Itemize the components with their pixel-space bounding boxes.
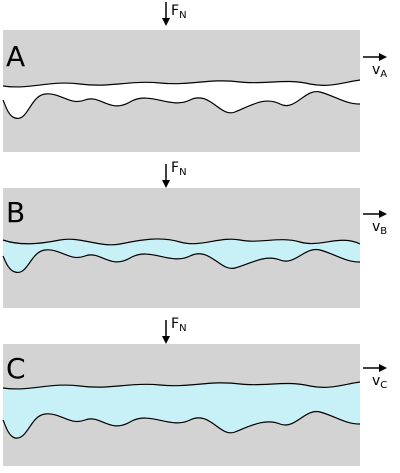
panel-c-label: C [6, 352, 26, 385]
panel-b-force-label: FN [171, 160, 187, 178]
panel-b: B FN vB [2, 160, 387, 308]
panel-b-velocity-label: vB [372, 219, 387, 237]
panel-c-force-label: FN [171, 316, 187, 334]
panel-b-gap [3, 238, 360, 273]
panel-c-upper-surface [2, 381, 361, 390]
panel-a-velocity-label: vA [372, 62, 387, 80]
panel-c-velocity-label: vC [372, 373, 387, 391]
panel-a-upper-surface [2, 79, 361, 88]
panel-c-lower-surface [2, 411, 361, 439]
panel-c: C FN vC [2, 316, 387, 466]
panel-a: A FN vA [2, 2, 387, 152]
panel-a-force-label: FN [171, 3, 187, 21]
panel-a-gap [3, 80, 360, 119]
panel-c-gap [3, 382, 360, 439]
panel-a-lower-surface [2, 91, 361, 119]
panel-b-lower-surface [2, 248, 361, 273]
panel-b-upper-surface [2, 238, 361, 246]
panel-a-label: A [6, 40, 25, 73]
panel-b-label: B [6, 196, 25, 229]
